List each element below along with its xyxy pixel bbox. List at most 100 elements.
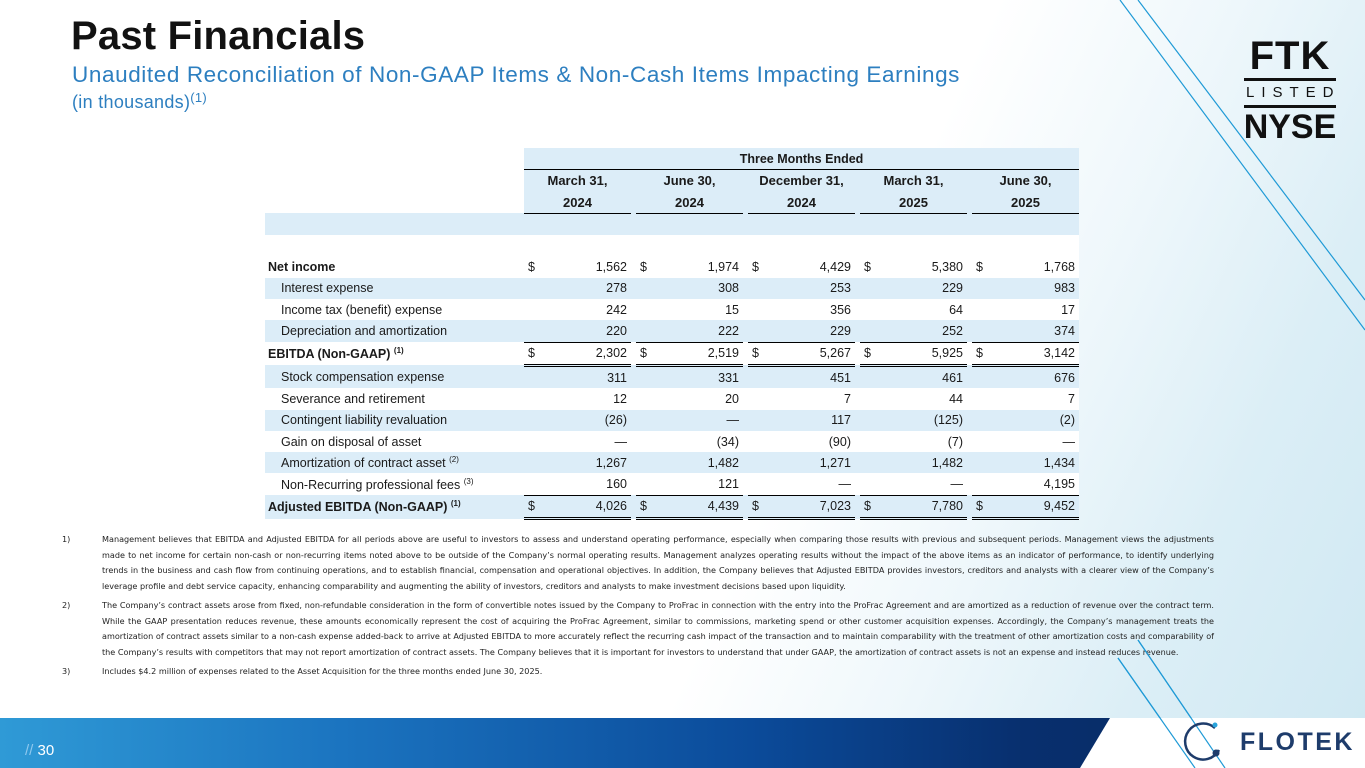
page-subtitle: Unaudited Reconciliation of Non-GAAP Ite…	[72, 62, 961, 87]
table-cell-value: 5,925	[876, 342, 967, 367]
table-cell-value: 121	[652, 473, 743, 496]
flotek-logo-icon	[1183, 722, 1221, 761]
row-label-text: Contingent liability revaluation	[281, 413, 448, 428]
currency-symbol	[636, 473, 652, 496]
badge-divider	[1244, 78, 1336, 81]
row-label-text: Net income	[268, 260, 336, 275]
currency-symbol	[860, 299, 876, 321]
table-cell-value: —	[652, 409, 743, 431]
currency-symbol: $	[972, 342, 988, 367]
row-label: Severance and retirement	[265, 388, 524, 410]
currency-symbol	[748, 388, 764, 410]
table-cell-value: 1,768	[988, 256, 1079, 278]
currency-symbol	[636, 388, 652, 410]
column-date: June 30,	[972, 169, 1079, 192]
row-label: Interest expense	[265, 277, 524, 300]
footnote-text: The Company’s contract assets arose from…	[102, 600, 1214, 657]
table-cell-value: —	[876, 473, 967, 496]
table-cell-value: 311	[540, 365, 631, 389]
footer-logo-area	[1080, 718, 1365, 768]
currency-symbol	[636, 452, 652, 474]
row-label: Gain on disposal of asset	[265, 430, 524, 453]
row-label: Stock compensation expense	[265, 365, 524, 389]
row-label-text: Amortization of contract asset	[281, 456, 446, 471]
table-cell-value: 1,482	[876, 452, 967, 474]
row-footnote-ref: (2)	[449, 455, 459, 465]
table-cell-value: 1,974	[652, 256, 743, 278]
currency-symbol	[524, 365, 540, 389]
column-date: June 30,	[636, 169, 743, 192]
currency-symbol	[972, 409, 988, 431]
column-year: 2024	[748, 191, 855, 214]
table-cell-value: (34)	[652, 430, 743, 453]
page-number: // 30	[25, 742, 54, 759]
table-cell-value: (7)	[876, 430, 967, 453]
column-year: 2024	[636, 191, 743, 214]
table-row: Depreciation and amortization 220 222 229 25…	[265, 320, 1079, 343]
row-label-text: Income tax (benefit) expense	[281, 302, 443, 317]
row-label-text: Non-Recurring professional fees	[281, 477, 461, 492]
currency-symbol	[748, 430, 764, 453]
table-cell-value: 374	[988, 320, 1079, 343]
table-cell-value: 331	[652, 365, 743, 389]
currency-symbol	[524, 452, 540, 474]
currency-symbol	[748, 473, 764, 496]
table-cell-value: (26)	[540, 409, 631, 431]
table-cell-value: 5,380	[876, 256, 967, 278]
table-cell-value: 12	[540, 388, 631, 410]
row-label: EBITDA (Non-GAAP) (1)	[265, 342, 524, 366]
row-footnote-ref: (3)	[463, 476, 474, 486]
table-cell-value: 2,302	[540, 342, 631, 367]
table-group-header-row: Three Months Ended	[265, 148, 1079, 171]
table-cell-value: 676	[988, 365, 1079, 389]
table-cell-value: 229	[876, 277, 967, 300]
table-cell-value: (2)	[988, 409, 1079, 431]
row-label: Contingent liability revaluation	[265, 409, 524, 431]
row-footnote-ref: (1)	[393, 346, 404, 356]
row-label: Depreciation and amortization	[265, 320, 524, 343]
table-row: Income tax (benefit) expense 242 15 356 64 17	[265, 299, 1079, 321]
table-row: Adjusted EBITDA (Non-GAAP) (1) $4,026 $4,4…	[265, 495, 1079, 521]
table-row: Amortization of contract asset (2) 1,267 1…	[265, 452, 1079, 474]
currency-symbol: $	[524, 256, 540, 278]
table-cell-value: 308	[652, 277, 743, 300]
currency-symbol	[636, 299, 652, 321]
currency-symbol	[524, 299, 540, 321]
currency-symbol	[860, 430, 876, 453]
currency-symbol	[524, 473, 540, 496]
page-prefix: //	[25, 742, 34, 759]
table-cell-value: 252	[876, 320, 967, 343]
table-cell-value: 44	[876, 388, 967, 410]
ticker-text: FTK	[1249, 34, 1331, 78]
table-row: Net income $1,562 $1,974 $4,429 $5,380 $1,768	[265, 256, 1079, 278]
currency-symbol	[860, 473, 876, 496]
page-title: Past Financials	[71, 14, 366, 58]
badge-divider	[1244, 105, 1336, 108]
currency-symbol	[636, 365, 652, 389]
table-cell-value: 117	[764, 409, 855, 431]
page-number-value: 30	[37, 742, 55, 759]
footnote-number: 3)	[62, 666, 71, 676]
currency-symbol: $	[860, 342, 876, 367]
row-label-text: Gain on disposal of asset	[281, 434, 422, 449]
currency-symbol: $	[860, 495, 876, 521]
currency-symbol	[524, 388, 540, 410]
exchange-text: NYSE	[1243, 108, 1337, 146]
row-label-text: EBITDA (Non-GAAP)	[268, 347, 391, 362]
row-label: Net income	[265, 256, 524, 278]
table-cell-value: 1,562	[540, 256, 631, 278]
currency-symbol: $	[748, 256, 764, 278]
table-cell-value: —	[764, 473, 855, 496]
table-date-header-row: March 31, June 30, December 31, March 31…	[265, 169, 1079, 192]
row-footnote-ref: (1)	[450, 499, 461, 509]
currency-symbol: $	[972, 256, 988, 278]
table-cell-value: 1,434	[988, 452, 1079, 474]
table-cell-value: 4,429	[764, 256, 855, 278]
table-cell-value: 461	[876, 365, 967, 389]
currency-symbol	[748, 409, 764, 431]
footnote-text: Includes $4.2 million of expenses relate…	[102, 666, 543, 676]
table-cell-value: 9,452	[988, 495, 1079, 521]
currency-symbol: $	[972, 495, 988, 521]
table-cell-value: —	[540, 430, 631, 453]
table-row: Gain on disposal of asset — (34) (90) (7) —	[265, 430, 1079, 453]
